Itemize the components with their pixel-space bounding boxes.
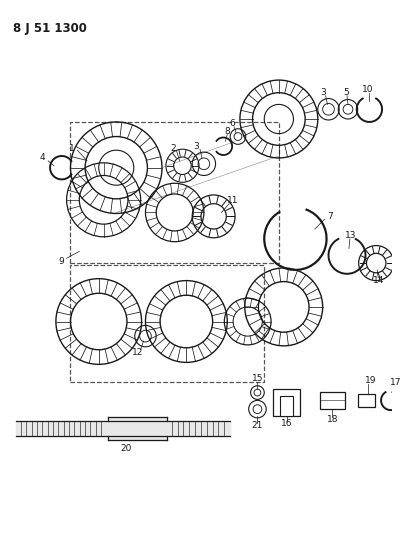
Text: 3: 3	[320, 88, 326, 97]
Text: 20: 20	[120, 443, 132, 453]
Text: 21: 21	[252, 421, 263, 430]
Text: 6: 6	[229, 119, 235, 128]
Bar	[69, 265, 264, 382]
Text: 11: 11	[227, 196, 239, 205]
Text: 8: 8	[225, 127, 230, 136]
Text: 7: 7	[328, 212, 333, 221]
Bar	[358, 393, 375, 407]
Text: 3: 3	[193, 142, 199, 151]
Text: 19: 19	[365, 376, 376, 385]
Text: 17: 17	[390, 378, 401, 387]
Text: 9: 9	[58, 257, 64, 265]
Text: 10: 10	[362, 85, 373, 94]
Text: 1: 1	[69, 144, 74, 153]
Bar	[273, 389, 300, 416]
Text: 13: 13	[345, 231, 356, 240]
Bar	[69, 122, 279, 263]
Text: 2: 2	[170, 144, 176, 153]
Text: 18: 18	[327, 415, 338, 424]
Text: 5: 5	[343, 88, 349, 97]
Text: 15: 15	[252, 375, 263, 383]
Text: 4: 4	[39, 154, 45, 163]
Text: 12: 12	[132, 348, 144, 357]
Bar	[280, 397, 294, 416]
Bar	[320, 392, 345, 409]
Text: 16: 16	[281, 419, 292, 428]
Text: 8 J 51 1300: 8 J 51 1300	[13, 22, 87, 35]
Text: 14: 14	[373, 276, 385, 285]
